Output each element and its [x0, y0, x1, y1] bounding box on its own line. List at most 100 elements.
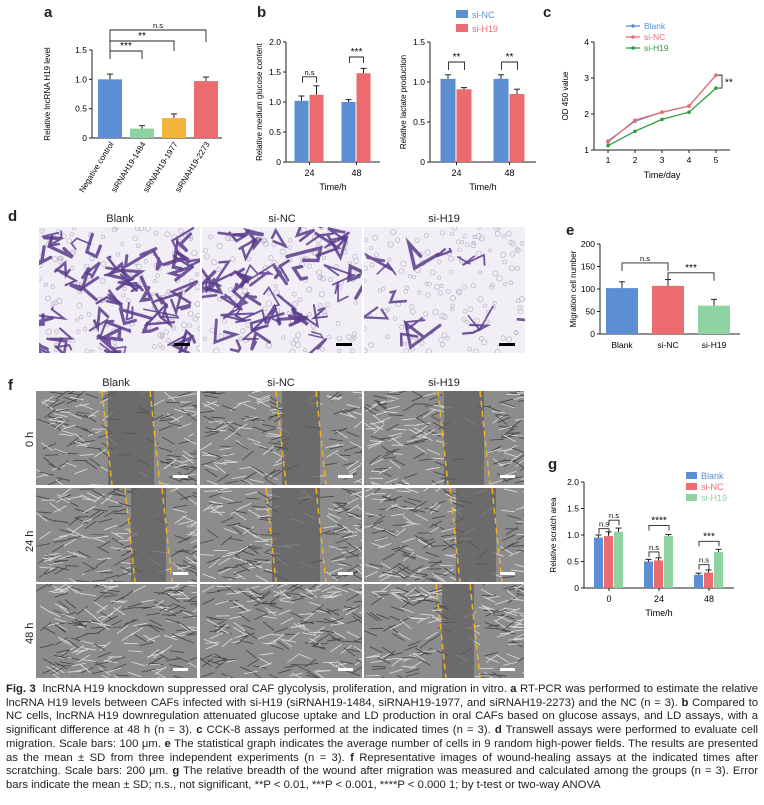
stained-cell	[313, 231, 342, 258]
cell-texture	[329, 445, 344, 450]
legend-label: Blank	[701, 471, 724, 481]
cell-texture	[334, 587, 349, 593]
cell-texture	[346, 593, 360, 602]
cell-texture	[299, 613, 314, 616]
cell-texture	[54, 559, 69, 562]
wound-image	[36, 584, 197, 678]
cell-texture	[182, 450, 195, 460]
cell-texture	[162, 436, 175, 445]
cell-texture	[209, 503, 224, 506]
bar	[341, 102, 356, 162]
cell-texture	[43, 399, 57, 403]
cell-texture	[348, 464, 361, 473]
cell-texture	[514, 418, 524, 421]
membrane-pore	[481, 339, 488, 346]
micrograph-background	[364, 227, 525, 353]
cell-texture	[326, 638, 341, 642]
cell-texture	[282, 639, 297, 643]
membrane-pore	[279, 248, 286, 255]
cell-texture	[313, 609, 328, 614]
cell-texture	[501, 477, 516, 483]
cell-texture	[431, 479, 440, 485]
cell-texture	[290, 624, 305, 629]
cell-texture	[180, 478, 195, 481]
cell-texture	[71, 534, 86, 539]
stained-cell	[250, 330, 272, 351]
x-tick-label: siRNAH19-1484	[109, 140, 148, 194]
cell-texture	[211, 416, 226, 419]
membrane-pore	[424, 249, 431, 256]
cell-texture	[44, 552, 59, 557]
membrane-pore	[430, 269, 436, 276]
cell-texture	[252, 467, 264, 477]
cell-texture	[402, 655, 416, 662]
membrane-pore	[472, 234, 477, 240]
cell-texture	[344, 445, 358, 452]
cell-texture	[247, 437, 261, 444]
cell-texture	[36, 495, 50, 500]
cell-texture	[75, 403, 90, 407]
cell-texture	[38, 568, 51, 578]
membrane-pore	[369, 262, 375, 268]
cell-texture	[316, 634, 329, 643]
cell-texture	[204, 431, 219, 438]
scratch-edge-line	[265, 488, 277, 582]
x-tick-label: Negative control	[77, 140, 115, 194]
cell-texture	[113, 607, 126, 616]
cell-texture	[417, 652, 432, 655]
cell-texture	[277, 640, 290, 651]
cell-texture	[344, 640, 359, 643]
membrane-pore	[318, 291, 325, 298]
cell-texture	[357, 523, 362, 526]
cell-texture	[326, 394, 340, 401]
cell-texture	[320, 596, 335, 599]
cell-texture	[82, 428, 96, 435]
cell-texture	[224, 480, 239, 485]
membrane-pore	[414, 237, 420, 243]
cell-texture	[398, 563, 412, 572]
stained-cell	[118, 307, 153, 326]
cell-texture	[501, 613, 515, 620]
cell-texture	[346, 631, 360, 639]
cell-texture	[194, 525, 197, 528]
cell-texture	[40, 621, 52, 632]
legend-swatch	[456, 24, 468, 32]
cell-texture	[404, 645, 418, 652]
membrane-pore	[467, 306, 474, 312]
y-tick-label: 0.5	[75, 104, 87, 114]
scratch-edge-line	[101, 391, 113, 485]
cell-texture	[59, 661, 74, 665]
cell-texture	[89, 509, 102, 519]
cell-texture	[423, 540, 436, 549]
cell-texture	[313, 670, 325, 678]
cell-texture	[342, 525, 355, 534]
cell-texture	[405, 488, 419, 494]
chart-e: 0 50 100 150 200 Migration cell number Blank si…	[566, 232, 746, 362]
membrane-pore	[336, 335, 343, 342]
membrane-pore	[437, 259, 442, 265]
cell-texture	[338, 561, 352, 567]
cell-texture	[54, 621, 69, 626]
cell-texture	[179, 623, 191, 633]
cell-texture	[290, 584, 304, 593]
y-tick-label: 0.5	[567, 557, 579, 567]
cell-texture	[67, 535, 82, 540]
cell-texture	[365, 655, 380, 659]
membrane-pore	[515, 246, 520, 252]
significance-label: n.s	[609, 511, 619, 520]
cell-texture	[351, 612, 362, 620]
stained-cell	[104, 349, 122, 353]
cell-texture	[48, 561, 63, 566]
cell-texture	[228, 537, 243, 542]
legend-marker	[631, 35, 635, 39]
membrane-pore	[449, 269, 454, 275]
cell-texture	[396, 674, 404, 678]
cell-texture	[222, 576, 237, 580]
cell-texture	[415, 513, 429, 521]
cell-texture	[430, 457, 445, 460]
cell-texture	[189, 413, 197, 418]
cell-texture	[350, 491, 362, 497]
cell-texture	[216, 452, 230, 460]
cell-texture	[407, 497, 422, 503]
cell-texture	[245, 649, 257, 659]
